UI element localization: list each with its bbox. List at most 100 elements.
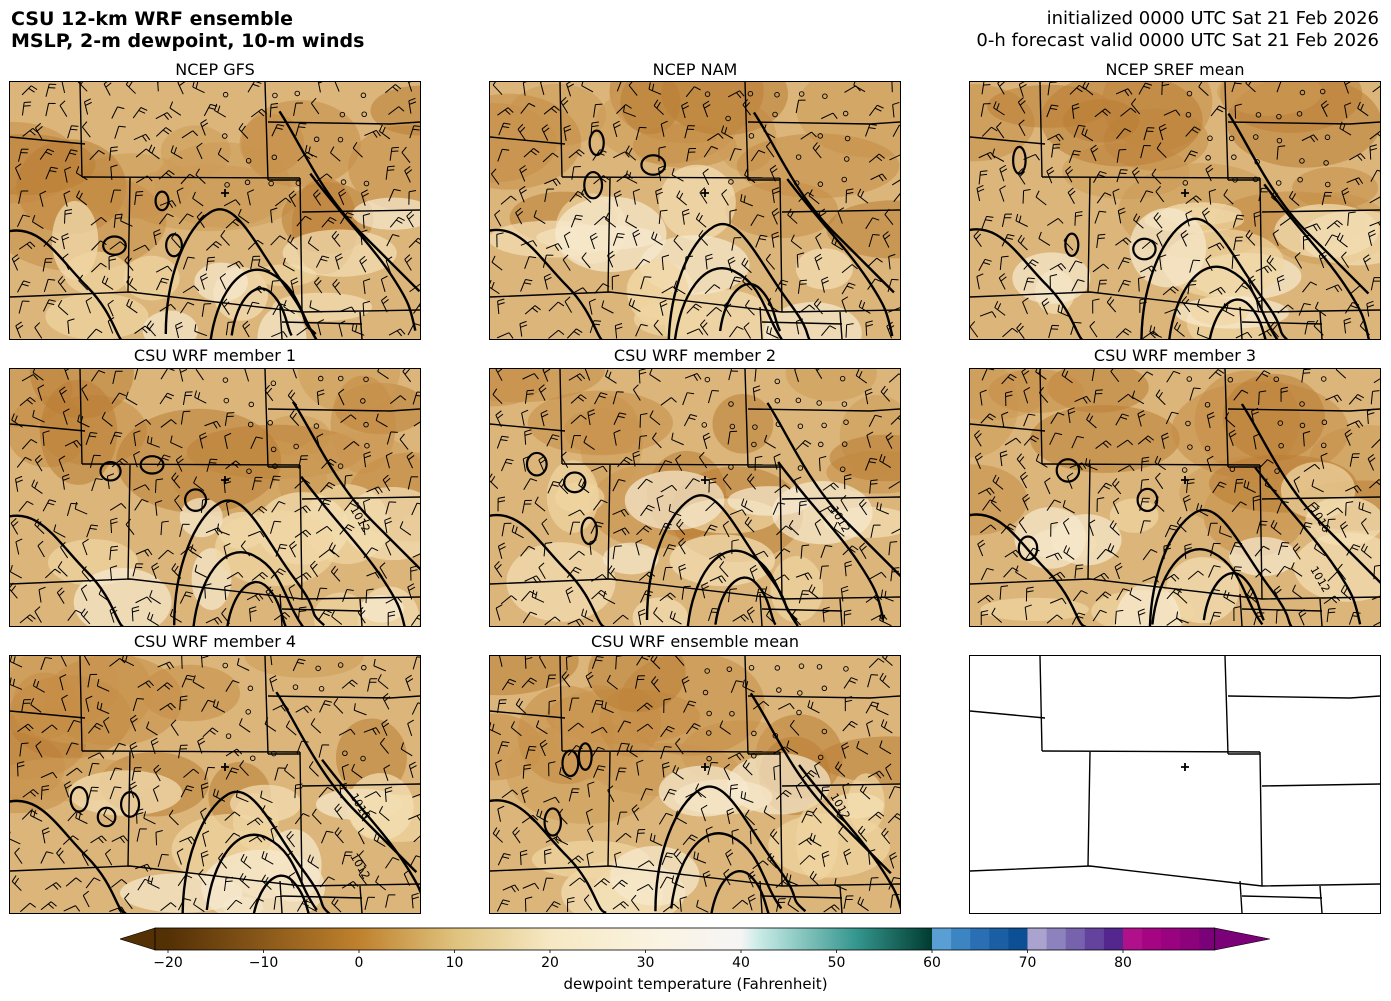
wind-barb-flag — [765, 609, 771, 616]
wind-barb-flag — [235, 789, 239, 797]
map-panel-sref — [969, 81, 1381, 340]
wind-barb-flag — [669, 610, 673, 618]
wind-barb-flag — [1132, 167, 1139, 173]
wind-barb-staff — [274, 197, 286, 207]
wind-barb-staff — [570, 215, 577, 228]
wind-barb-staff — [334, 808, 343, 820]
wind-barb-flag — [575, 620, 581, 626]
wind-barb-flag — [508, 332, 514, 339]
wind-barb-flag — [590, 232, 597, 238]
wind-barb-flag — [118, 460, 126, 466]
wind-barb-staff — [413, 421, 420, 427]
wind-calm-circle — [223, 397, 230, 404]
wind-barb-staff — [1320, 104, 1328, 117]
wind-barb-flag — [587, 674, 594, 680]
wind-barb-staff — [592, 499, 602, 511]
wind-barb-flag — [408, 586, 416, 591]
wind-barb-staff — [148, 150, 160, 160]
wind-barb-flag — [668, 544, 676, 547]
wind-barb-flag — [1350, 305, 1358, 309]
wind-barb-staff — [247, 192, 251, 206]
wind-barb-flag — [1225, 304, 1229, 312]
wind-barb-staff — [976, 276, 980, 290]
wind-barb-staff — [42, 432, 45, 446]
wind-barb-flag — [1105, 482, 1113, 487]
wind-calm-circle — [364, 442, 370, 449]
wind-barb-flag — [138, 110, 146, 114]
wind-barb-flag — [405, 674, 412, 680]
title-line-2: MSLP, 2-m dewpoint, 10-m winds — [11, 30, 365, 52]
wind-barb-staff — [524, 656, 527, 669]
wind-barb-flag — [873, 596, 880, 603]
wind-barb-flag — [1247, 275, 1255, 281]
wind-barb-flag — [177, 458, 184, 464]
wind-barb-flag — [1035, 369, 1038, 373]
wind-barb-flag — [1019, 82, 1025, 85]
wind-barb-staff — [260, 797, 273, 804]
wind-barb-staff — [126, 305, 138, 314]
wind-barb-flag — [26, 399, 33, 405]
wind-barb-flag — [30, 698, 35, 705]
wind-barb-staff — [159, 200, 173, 206]
wind-barb-flag — [682, 679, 690, 684]
wind-barb-flag — [29, 241, 36, 248]
wind-barb-staff — [40, 851, 47, 864]
wind-barb-staff — [399, 438, 409, 450]
wind-barb-flag — [517, 211, 524, 217]
wind-barb-flag — [577, 396, 584, 402]
wind-barb-flag — [857, 825, 864, 832]
wind-barb-staff — [581, 257, 591, 269]
wind-barb-flag — [646, 656, 651, 658]
wind-barb-staff — [661, 286, 674, 294]
wind-barb-staff — [498, 122, 505, 136]
wind-barb-flag — [261, 505, 268, 512]
wind-barb-flag — [1005, 394, 1013, 398]
wind-barb-staff — [500, 195, 512, 205]
state-boundary — [1224, 82, 1229, 181]
wind-barb-staff — [150, 741, 156, 755]
wind-barb-staff — [310, 103, 320, 115]
wind-barb-staff — [1074, 395, 1087, 402]
wind-barb-staff — [501, 458, 508, 472]
wind-barb-flag — [638, 612, 646, 617]
wind-barb-flag — [606, 674, 611, 682]
dry-air-patch — [829, 434, 900, 482]
wind-barb-flag — [402, 369, 406, 372]
wind-barb-flag — [305, 529, 312, 536]
wind-barb-flag — [1075, 567, 1083, 570]
wind-barb-staff — [1325, 284, 1339, 291]
wind-barb-flag — [417, 237, 420, 241]
wind-barb-flag — [846, 192, 854, 195]
wind-barb-flag — [1275, 588, 1282, 595]
wind-barb-staff — [541, 523, 549, 535]
wind-barb-staff — [570, 394, 582, 404]
wind-barb-flag — [841, 589, 849, 593]
wind-barb-staff — [707, 133, 719, 141]
wind-barb-staff — [270, 829, 275, 843]
wind-barb-staff — [569, 191, 579, 203]
wind-barb-flag — [1355, 178, 1360, 186]
wind-barb-flag — [1235, 103, 1243, 107]
wind-barb-flag — [279, 568, 286, 573]
wind-barb-flag — [36, 458, 43, 464]
wind-barb-flag — [1000, 585, 1009, 588]
wind-barb-staff — [569, 698, 573, 711]
wind-barb-flag — [607, 785, 614, 791]
wind-barb-staff — [375, 419, 388, 428]
wind-barb-flag — [259, 834, 266, 841]
wind-barb-staff — [305, 151, 318, 158]
wind-barb-flag — [382, 299, 389, 305]
wind-barb-flag — [45, 657, 53, 660]
wind-barb-staff — [226, 571, 239, 580]
wind-barb-staff — [775, 789, 786, 800]
wind-barb-flag — [851, 720, 858, 726]
wind-barb-flag — [400, 395, 407, 401]
wind-barb-staff — [1348, 612, 1355, 625]
wind-barb-flag — [161, 457, 169, 461]
wind-barb-staff — [361, 810, 371, 822]
wind-barb-staff — [638, 370, 641, 384]
wind-barb-staff — [542, 369, 549, 382]
wind-barb-staff — [744, 174, 756, 184]
state-boundary — [607, 177, 611, 293]
wind-barb-flag — [1300, 612, 1307, 618]
